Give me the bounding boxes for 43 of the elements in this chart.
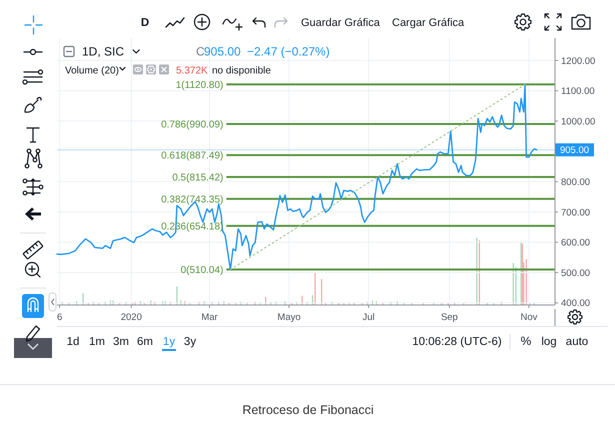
annotation: no disponible xyxy=(212,66,272,76)
text: % xyxy=(520,334,532,348)
text: 1d xyxy=(66,336,80,348)
text: 1m xyxy=(89,336,105,348)
text: Cargar Gráfica xyxy=(392,17,466,29)
ref-line-label: 0.786(990.09) xyxy=(161,120,224,131)
annotation: 1D, SIC xyxy=(82,44,124,58)
text: log xyxy=(541,336,557,348)
x-tick-label: Mar xyxy=(201,312,218,323)
annotation: Volume (20) xyxy=(65,66,119,76)
text: 10:06:28 (UTC-6) xyxy=(412,336,502,348)
text: Guardar Gráfica xyxy=(301,17,381,29)
annotation: −2.47 (−0.27%) xyxy=(247,44,330,58)
x-tick-label: Sep xyxy=(440,312,458,323)
ref-line-label: 0(510.04) xyxy=(180,265,224,276)
text: 1y xyxy=(162,336,176,348)
annotation: 5.372K xyxy=(176,66,208,76)
y-tick-label: 400.00 xyxy=(561,298,590,310)
x-tick-label: 2020 xyxy=(120,312,142,323)
y-tick-label: 1000.00 xyxy=(561,116,596,128)
x-tick-label: Mayo xyxy=(277,312,301,323)
text: 3m xyxy=(113,336,129,348)
y-tick-label: 1200.00 xyxy=(561,56,596,67)
y-tick-label: 600.00 xyxy=(561,238,590,249)
x-tick-label: Jul xyxy=(362,312,375,323)
text: D xyxy=(140,17,150,29)
ref-line-label: 0.5(815.42) xyxy=(172,172,224,184)
ref-line-label: 1(1120.80) xyxy=(176,80,224,91)
annotation: 905.00 xyxy=(204,44,242,58)
ref-line-label: 905.00 xyxy=(560,145,590,156)
y-tick-label: 1100.00 xyxy=(561,86,595,98)
x-tick-label: Nov xyxy=(520,312,538,323)
ref-line-label: 0.382(743.35) xyxy=(161,194,224,206)
text: Retroceso de Fibonacci xyxy=(242,403,374,417)
text: 3y xyxy=(184,336,196,348)
annotation: C xyxy=(196,44,205,58)
ref-line-label: 0.618(887.49) xyxy=(161,150,224,162)
text: 6m xyxy=(137,336,153,348)
y-tick-label: 800.00 xyxy=(561,176,590,188)
x-tick-label: 6 xyxy=(56,312,62,323)
text: auto xyxy=(566,336,588,348)
y-tick-label: 700.00 xyxy=(561,207,590,218)
y-tick-label: 500.00 xyxy=(561,268,590,279)
